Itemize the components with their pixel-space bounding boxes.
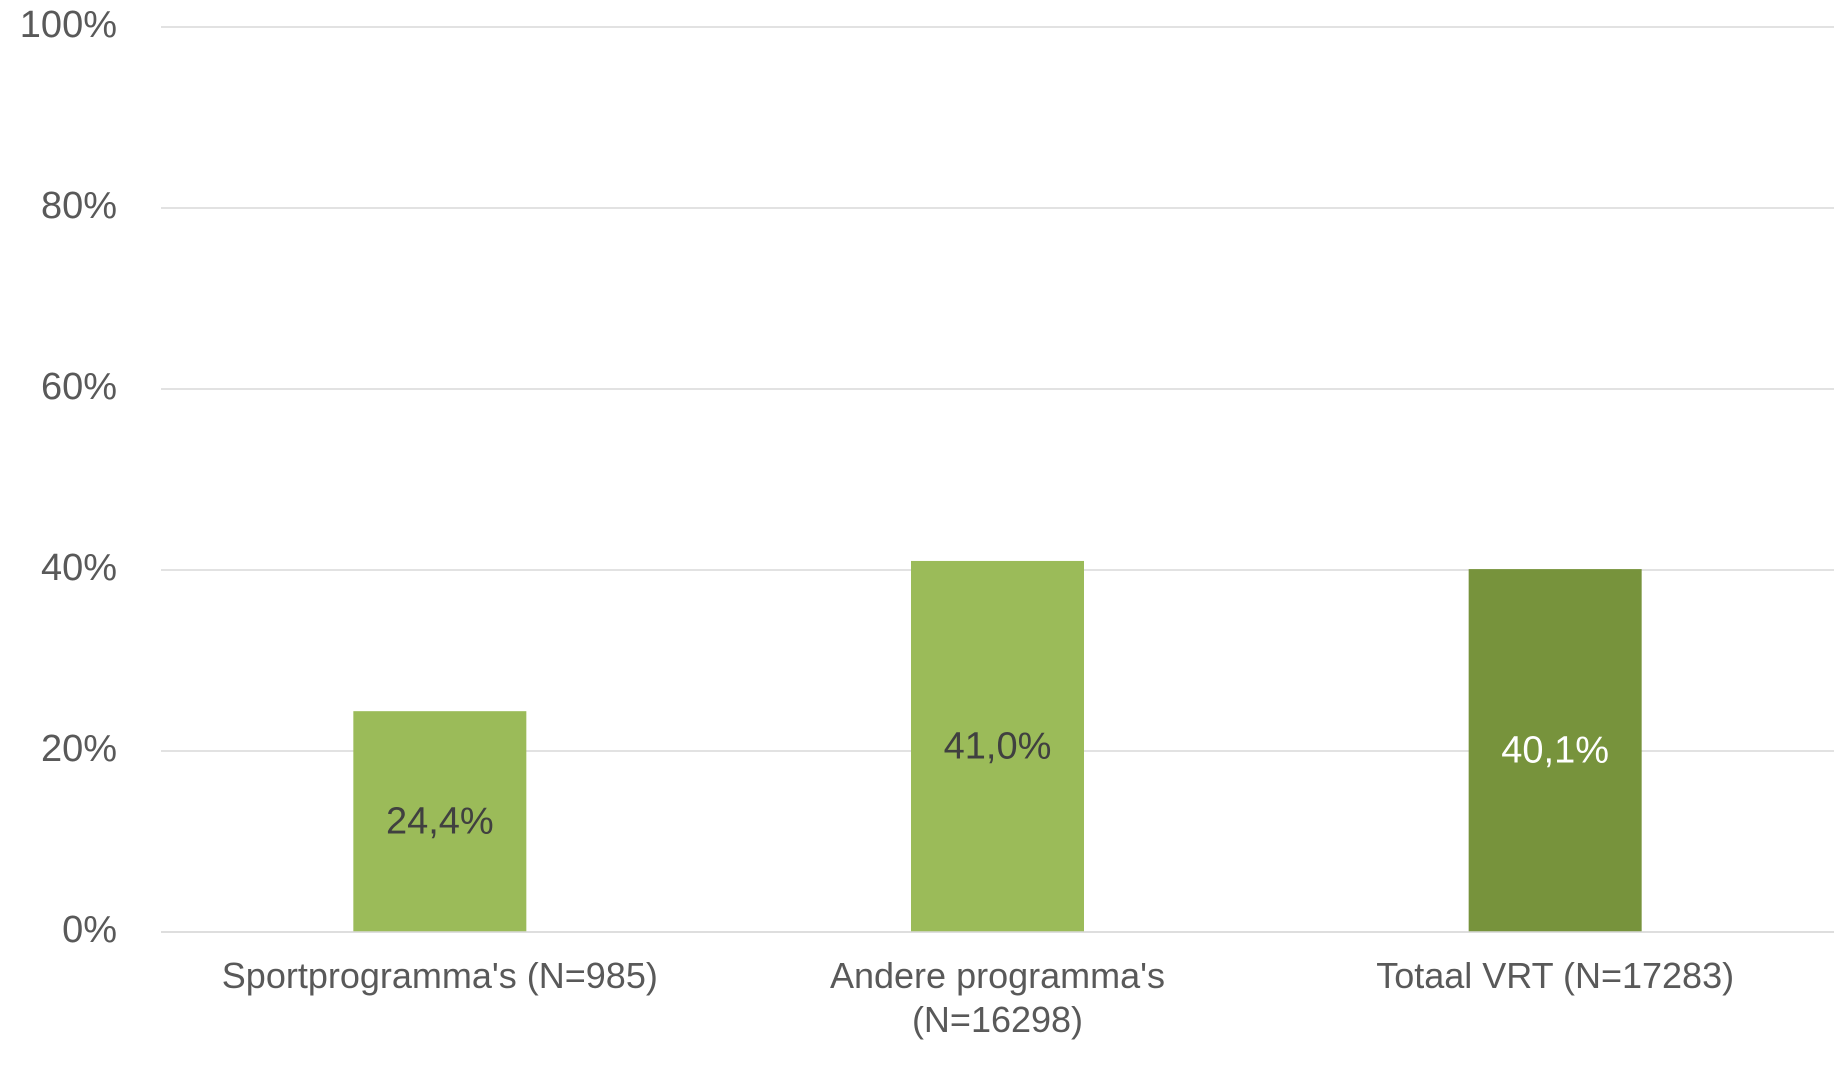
bar	[353, 711, 527, 932]
bar	[911, 560, 1084, 932]
x-tick-label: Sportprogramma's (N=985)	[221, 955, 658, 996]
value-label: 40,1%	[1501, 730, 1609, 772]
x-tick-label: Andere programma's (N=16298)	[829, 955, 1166, 1040]
y-tick-label: 20%	[41, 728, 117, 770]
y-tick-label: 60%	[41, 366, 117, 408]
y-tick-label: 40%	[41, 547, 117, 589]
bar	[1468, 569, 1642, 932]
y-tick-label: 0%	[62, 909, 117, 951]
value-label: 24,4%	[386, 801, 494, 843]
y-tick-label: 80%	[41, 185, 117, 227]
x-tick-label: Totaal VRT (N=17283)	[1376, 955, 1735, 996]
y-tick-label: 100%	[20, 4, 117, 46]
value-label: 41,0%	[944, 726, 1052, 768]
